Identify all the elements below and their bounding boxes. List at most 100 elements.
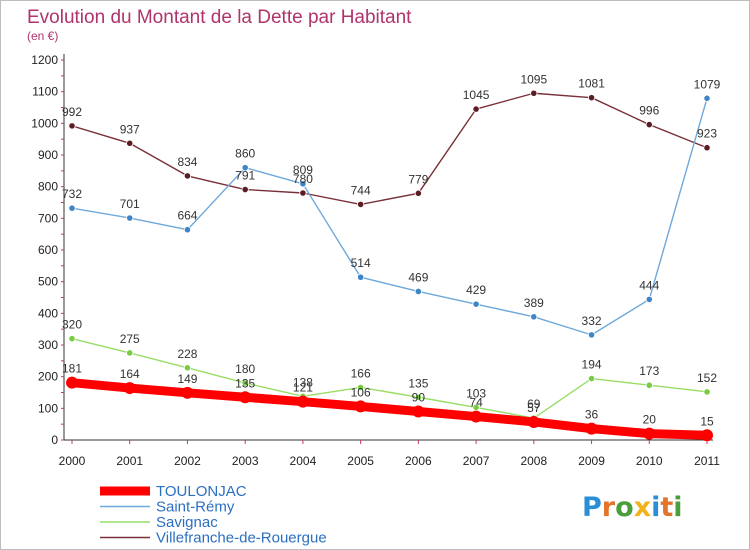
data-point (183, 172, 192, 180)
y-tick-label: 100 (38, 401, 58, 415)
chart-subtitle: (en €) (27, 29, 58, 43)
x-tick-label: 2010 (636, 454, 663, 468)
data-label: 1045 (463, 88, 490, 102)
data-point (530, 313, 538, 321)
x-tick-label: 2000 (59, 454, 86, 468)
data-point (587, 374, 596, 383)
logo-letter: r (602, 492, 616, 523)
data-point (701, 429, 713, 442)
data-label: 20 (643, 413, 657, 427)
x-tick-label: 2005 (347, 454, 374, 468)
data-point (527, 415, 540, 428)
data-label: 1081 (578, 77, 605, 91)
data-point (296, 395, 309, 408)
data-point (241, 185, 249, 194)
y-tick-label: 800 (38, 180, 58, 194)
data-point (414, 189, 422, 197)
x-tick-label: 2008 (520, 454, 547, 468)
data-label: 937 (120, 122, 140, 136)
x-tick-label: 2007 (463, 454, 490, 468)
logo-letter: i (673, 492, 682, 523)
y-tick-label: 300 (38, 338, 58, 352)
y-tick-label: 900 (38, 148, 58, 162)
data-point (414, 393, 422, 401)
data-point (414, 287, 422, 296)
proxiti-logo: Proxiti (582, 492, 683, 523)
data-point (126, 214, 134, 222)
data-label: 779 (408, 172, 428, 186)
data-label: 57 (527, 401, 541, 415)
y-tick-label: 500 (38, 275, 58, 289)
data-label: 36 (585, 408, 599, 422)
x-tick-label: 2002 (174, 454, 201, 468)
data-point (241, 164, 249, 172)
data-label: 135 (408, 376, 428, 390)
x-tick-label: 2009 (578, 454, 605, 468)
data-label: 332 (582, 314, 602, 328)
data-label: 69 (527, 397, 541, 411)
data-point (587, 94, 596, 102)
series-line (71, 337, 708, 419)
x-tick-label: 2001 (116, 454, 143, 468)
data-point (183, 226, 192, 234)
y-tick-label: 1200 (31, 53, 58, 67)
data-point (645, 381, 653, 389)
data-point (354, 400, 367, 413)
x-tick-label: 2003 (232, 454, 259, 468)
data-label: 15 (700, 414, 714, 428)
axes: 0 100 200 300 400 500 600 700 800 900 1000 1100 1200… (31, 53, 720, 468)
data-label: 444 (639, 278, 659, 292)
x-tick-label: 2011 (694, 454, 720, 468)
data-point (68, 122, 76, 130)
data-label: 121 (293, 381, 313, 395)
data-label: 389 (524, 296, 544, 310)
logo-letter: o (615, 492, 634, 523)
data-point (239, 391, 252, 404)
y-tick-label: 1100 (32, 85, 58, 99)
data-point (530, 89, 538, 97)
data-label: 429 (466, 283, 486, 297)
data-point (126, 349, 134, 357)
data-point (181, 386, 194, 399)
data-label: 514 (351, 256, 371, 270)
data-label: 106 (351, 385, 371, 399)
data-label: 164 (120, 367, 140, 381)
data-point (645, 121, 653, 129)
data-point (357, 273, 365, 281)
data-label: 923 (697, 127, 717, 141)
data-label: 701 (120, 197, 140, 211)
data-label: 744 (351, 183, 371, 197)
data-point (241, 379, 249, 387)
data-point (66, 376, 78, 389)
series-layer (66, 89, 713, 442)
series-line (71, 92, 708, 206)
data-point (126, 139, 134, 147)
data-label: 860 (235, 147, 255, 161)
legend-label: Villefranche-de-Rouergue (156, 530, 327, 547)
data-label: 166 (351, 366, 371, 380)
data-point (703, 144, 711, 152)
legend-label: TOULONJAC (156, 483, 247, 500)
data-label: 173 (639, 364, 659, 378)
data-point (412, 405, 425, 418)
data-point (183, 364, 192, 372)
data-label: 320 (62, 318, 82, 332)
series-line (67, 378, 712, 440)
x-tick-label: 2004 (290, 454, 317, 468)
data-label: 181 (62, 362, 82, 376)
data-point (645, 295, 653, 303)
data-label: 180 (235, 362, 255, 376)
data-label: 138 (293, 375, 313, 389)
y-tick-label: 200 (38, 370, 58, 384)
logo-letter: P (582, 492, 602, 523)
data-point (299, 189, 307, 197)
data-label: 834 (177, 155, 197, 169)
logo-letter: x (634, 492, 651, 523)
data-point (357, 200, 365, 208)
data-label: 732 (62, 187, 82, 201)
legend: TOULONJACSaint-RémySavignacVillefranche-… (100, 483, 327, 547)
data-label: 135 (235, 376, 255, 390)
y-tick-label: 1000 (31, 116, 58, 130)
legend-label: Savignac (156, 514, 218, 531)
